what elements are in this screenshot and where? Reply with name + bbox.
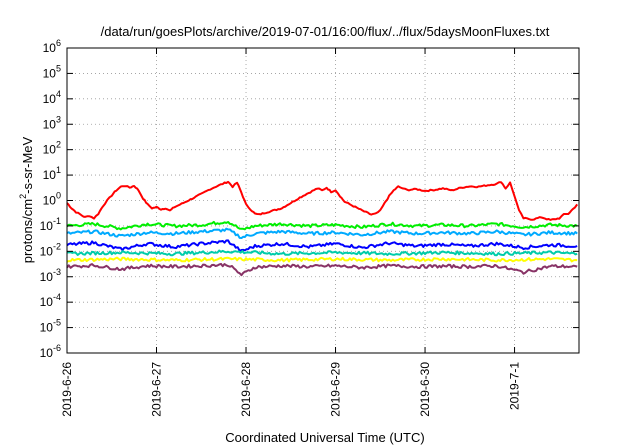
y-tick-base: 10 <box>40 244 54 258</box>
y-tick-exponent: -3 <box>53 267 61 277</box>
y-tick-label: 10-2 <box>40 241 61 258</box>
y-tick-exponent: -4 <box>53 292 61 302</box>
y-tick-label: 103 <box>43 114 61 131</box>
y-tick-label: 10-5 <box>40 318 61 335</box>
y-tick-label: 104 <box>43 89 61 106</box>
y-tick-base: 10 <box>43 194 57 208</box>
y-tick-exponent: -6 <box>53 343 61 353</box>
y-tick-exponent: -1 <box>53 216 61 226</box>
y-tick-label: 10-1 <box>40 216 61 233</box>
y-tick-base: 10 <box>40 270 54 284</box>
y-tick-base: 10 <box>43 92 57 106</box>
y-tick-exponent: 3 <box>56 114 61 124</box>
y-axis-label: protons/cm2-s-sr-MeV <box>18 136 35 263</box>
x-tick-label: 2019-7-1 <box>508 362 522 410</box>
y-axis-ticks: 10-610-510-410-310-210-11001011021031041… <box>40 38 579 360</box>
series-line <box>66 262 578 277</box>
y-tick-base: 10 <box>40 295 54 309</box>
y-tick-base: 10 <box>43 66 57 80</box>
x-tick-label: 2019-6-27 <box>150 362 164 417</box>
y-tick-exponent: -2 <box>53 241 61 251</box>
y-tick-exponent: 4 <box>56 89 61 99</box>
y-tick-label: 10-3 <box>40 267 61 284</box>
y-tick-base: 10 <box>43 41 57 55</box>
y-tick-base: 10 <box>40 219 54 233</box>
x-axis-label: Coordinated Universal Time (UTC) <box>225 430 424 445</box>
x-tick-label: 2019-6-28 <box>239 362 253 417</box>
series-line <box>66 239 578 252</box>
y-axis-label-pre: protons/cm <box>20 199 35 263</box>
series-line <box>66 220 578 231</box>
y-tick-label: 106 <box>43 38 61 55</box>
y-tick-base: 10 <box>40 321 54 335</box>
x-tick-label: 2019-6-29 <box>329 362 343 417</box>
y-tick-label: 10-4 <box>40 292 61 309</box>
y-tick-exponent: 5 <box>56 63 61 73</box>
y-tick-label: 101 <box>43 165 61 182</box>
y-tick-exponent: 1 <box>56 165 61 175</box>
y-tick-base: 10 <box>43 117 57 131</box>
y-tick-base: 10 <box>43 143 57 157</box>
y-tick-exponent: 2 <box>56 140 61 150</box>
x-tick-label: 2019-6-26 <box>60 362 74 417</box>
x-tick-label: 2019-6-30 <box>418 362 432 417</box>
y-tick-base: 10 <box>40 346 54 360</box>
series-line <box>66 256 578 263</box>
y-tick-label: 100 <box>43 191 61 208</box>
y-tick-exponent: 0 <box>56 191 61 201</box>
y-tick-base: 10 <box>43 168 57 182</box>
y-axis-label-sup: 2 <box>18 194 28 199</box>
y-tick-exponent: 6 <box>56 38 61 48</box>
series-line <box>66 180 579 221</box>
y-tick-exponent: -5 <box>53 318 61 328</box>
y-tick-label: 10-6 <box>40 343 61 360</box>
series-line <box>66 249 578 257</box>
x-axis-ticks: 2019-6-26 2019-6-27 2019-6-28 2019-6-29 2019… <box>60 48 522 417</box>
series-layer <box>66 180 579 277</box>
y-axis-label-post: -s-sr-MeV <box>20 136 35 193</box>
chart-title: /data/run/goesPlots/archive/2019-07-01/1… <box>101 24 550 39</box>
y-tick-label: 102 <box>43 140 61 157</box>
grid-lines <box>67 48 579 353</box>
y-tick-label: 105 <box>43 63 61 80</box>
series-line <box>66 227 578 239</box>
